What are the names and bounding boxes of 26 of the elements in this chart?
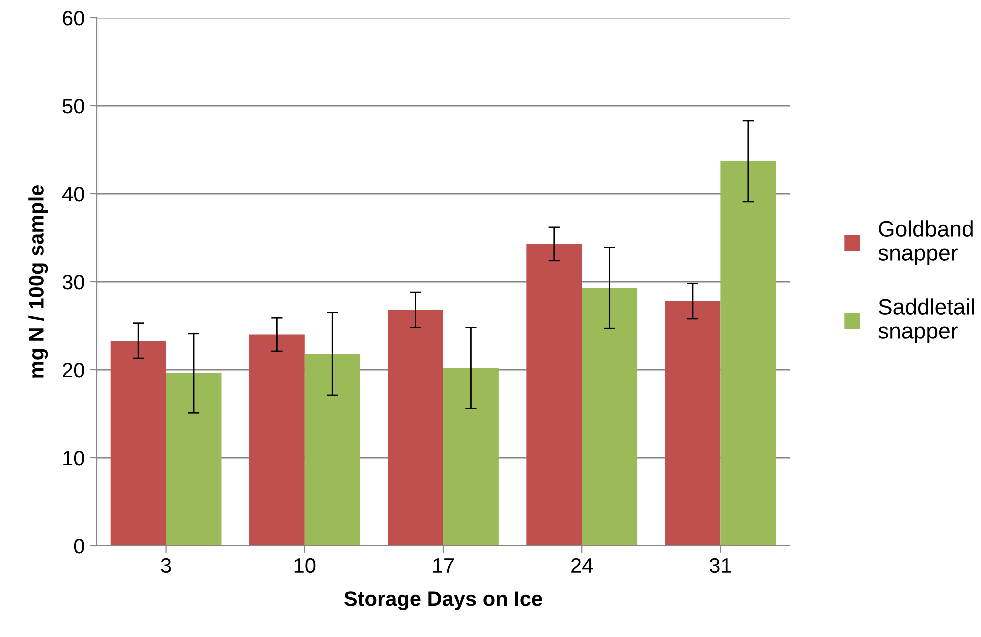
x-tick-label: 10	[294, 558, 316, 574]
y-axis-title: mg N / 100g sample	[28, 185, 48, 378]
x-tick-label: 3	[161, 558, 172, 574]
y-tick-label: 40	[62, 187, 84, 202]
legend-label: Saddletail snapper	[878, 298, 974, 344]
bar	[444, 368, 499, 546]
y-tick-label: 0	[74, 539, 84, 554]
x-tick-label: 17	[434, 558, 454, 573]
x-axis-title: Storage Days on Ice	[344, 592, 542, 611]
x-tick-label: 31	[710, 558, 732, 574]
y-tick-label: 20	[63, 363, 84, 378]
y-tick-label: 50	[62, 99, 84, 114]
y-tick-label: 10	[64, 451, 84, 466]
bar	[665, 301, 721, 546]
bar	[526, 244, 582, 546]
y-tick-label: 60	[63, 11, 84, 26]
bar	[249, 334, 305, 546]
legend-label: Goldband snapper	[878, 220, 973, 266]
bar	[304, 354, 360, 546]
bar	[582, 288, 638, 546]
y-tick-label: 30	[62, 275, 84, 290]
x-tick-label: 24	[572, 558, 594, 573]
bar	[166, 374, 222, 546]
bar	[110, 340, 166, 546]
bar	[720, 161, 776, 546]
bar	[388, 310, 444, 546]
